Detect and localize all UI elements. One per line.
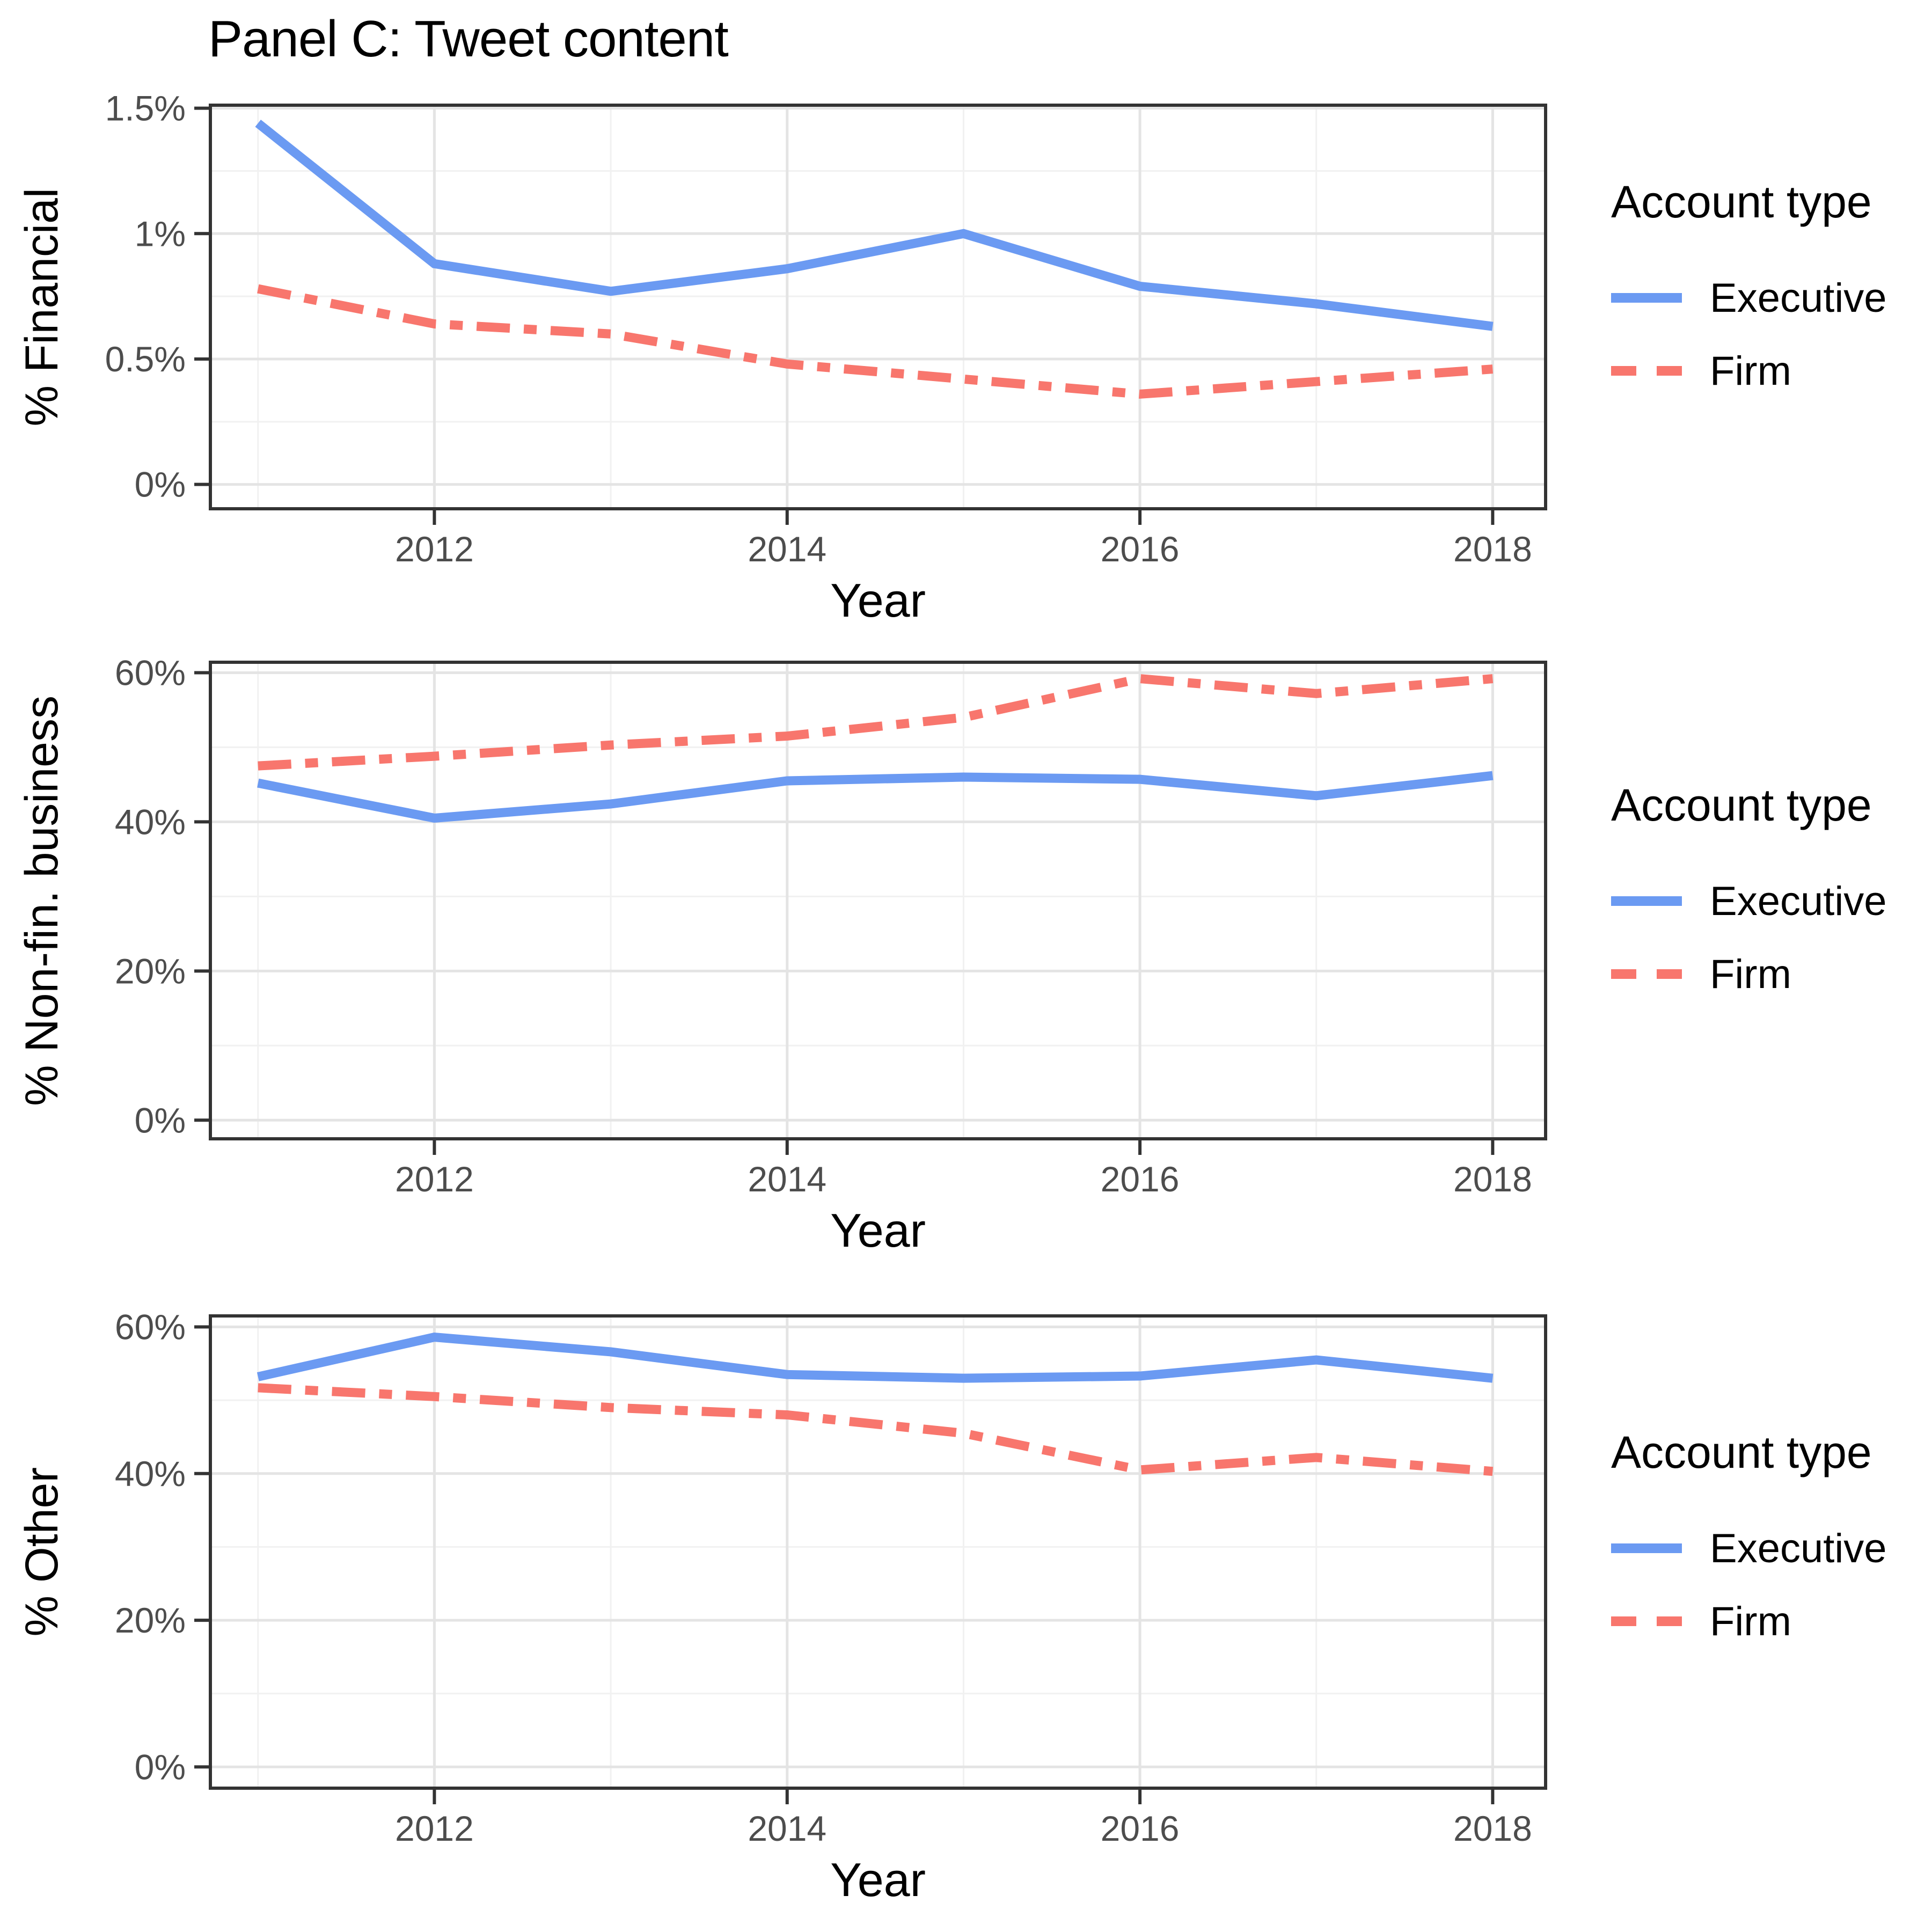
x-tick-label: 2012 xyxy=(395,1159,474,1199)
y-tick-label: 60% xyxy=(115,1307,186,1346)
x-axis-title-financial: Year xyxy=(830,574,926,627)
page-title: Panel C: Tweet content xyxy=(208,10,729,68)
y-axis-title-nonfin: % Non-fin. business xyxy=(16,695,68,1106)
y-tick-label: 0% xyxy=(135,1100,186,1140)
y-tick-label: 1% xyxy=(135,214,186,253)
legend-label-executive: Executive xyxy=(1710,878,1887,924)
executive-line-swatch xyxy=(1611,1543,1682,1553)
y-tick-label: 20% xyxy=(115,951,186,991)
legend-label-firm: Firm xyxy=(1710,1598,1791,1644)
y-tick-label: 0.5% xyxy=(105,339,186,379)
panel-border xyxy=(209,1314,1547,1790)
legend-item-firm: Firm xyxy=(1611,334,1932,407)
y-axis-title-financial: % Financial xyxy=(16,187,68,427)
y-tick-label: 20% xyxy=(115,1600,186,1640)
line-executive xyxy=(255,120,1494,331)
legend-label-executive: Executive xyxy=(1710,275,1887,321)
firm-line-swatch xyxy=(1611,366,1682,376)
line-firm xyxy=(258,674,1494,771)
legend-title: Account type xyxy=(1611,780,1872,830)
y-axis-title-wrap-nonfin: % Non-fin. business xyxy=(4,662,79,1139)
firm-line-swatch xyxy=(1611,1616,1682,1626)
y-tick-label: 60% xyxy=(115,653,186,692)
x-tick-label: 2014 xyxy=(748,529,826,569)
x-tick-label: 2016 xyxy=(1101,529,1180,569)
x-tick-label: 2014 xyxy=(748,1159,826,1199)
y-tick-label: 0% xyxy=(135,465,186,504)
x-tick-label: 2018 xyxy=(1453,529,1532,569)
legend-nonfin: Account type Executive Firm xyxy=(1611,779,1932,1011)
panel-border xyxy=(209,104,1547,510)
executive-line-swatch xyxy=(1611,896,1682,906)
legend-item-firm: Firm xyxy=(1611,938,1932,1011)
legend-title: Account type xyxy=(1611,1427,1872,1477)
line-executive xyxy=(257,771,1494,823)
panel-background xyxy=(210,1316,1546,1788)
y-axis-title-wrap-other: % Other xyxy=(4,1316,79,1788)
legend-item-executive: Executive xyxy=(1611,1512,1932,1585)
line-firm xyxy=(258,1383,1494,1476)
x-tick-label: 2016 xyxy=(1101,1159,1180,1199)
legend-title: Account type xyxy=(1611,177,1872,227)
legend-label-firm: Firm xyxy=(1710,951,1791,997)
y-axis-title-other: % Other xyxy=(16,1467,68,1637)
y-axis-title-wrap-financial: % Financial xyxy=(4,105,79,509)
firm-line-swatch xyxy=(1611,969,1682,979)
y-tick-label: 40% xyxy=(115,802,186,841)
panel-background xyxy=(210,662,1546,1139)
y-tick-label: 40% xyxy=(115,1454,186,1494)
panel-other: 0% 20% 40% 60% 2012 2014 2016 2018 xyxy=(115,1307,1547,1848)
legend-label-executive: Executive xyxy=(1710,1525,1887,1571)
panel-financial: 0% 0.5% 1% 1.5% 2012 2014 2016 2018 xyxy=(105,89,1547,569)
x-tick-label: 2018 xyxy=(1453,1809,1532,1848)
y-tick-label: 1.5% xyxy=(105,89,186,128)
legend-item-firm: Firm xyxy=(1611,1585,1932,1658)
x-tick-label: 2018 xyxy=(1453,1159,1532,1199)
line-firm xyxy=(257,284,1494,399)
line-executive xyxy=(257,1333,1494,1383)
x-tick-label: 2016 xyxy=(1101,1809,1180,1848)
panel-border xyxy=(209,661,1547,1140)
executive-line-swatch xyxy=(1611,293,1682,303)
legend-financial: Account type Executive Firm xyxy=(1611,176,1932,407)
x-axis-title-other: Year xyxy=(830,1853,926,1906)
x-tick-label: 2014 xyxy=(748,1809,826,1848)
x-axis-title-nonfin: Year xyxy=(830,1204,926,1257)
legend-label-firm: Firm xyxy=(1710,348,1791,394)
panel-nonfin-business: 0% 20% 40% 60% 2012 2014 2016 2018 xyxy=(115,653,1547,1199)
y-tick-label: 0% xyxy=(135,1747,186,1787)
x-tick-label: 2012 xyxy=(395,1809,474,1848)
x-tick-label: 2012 xyxy=(395,529,474,569)
legend-item-executive: Executive xyxy=(1611,261,1932,334)
legend-item-executive: Executive xyxy=(1611,865,1932,938)
legend-other: Account type Executive Firm xyxy=(1611,1426,1932,1658)
